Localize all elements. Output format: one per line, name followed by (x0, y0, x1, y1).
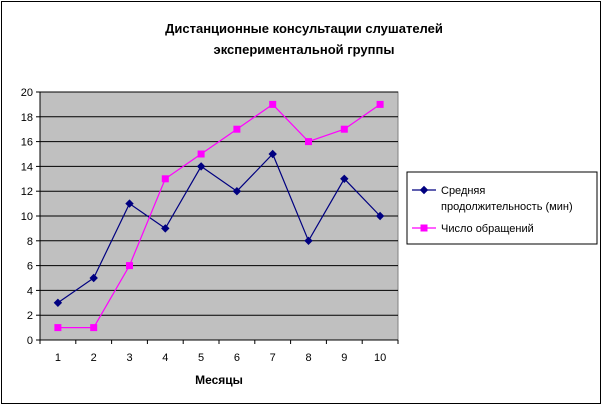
data-point (54, 324, 62, 332)
legend-label: Число обращений (441, 223, 534, 235)
legend-label: Средняя (441, 185, 485, 197)
gridlines (40, 91, 398, 316)
data-point (232, 186, 242, 196)
data-point (196, 162, 206, 171)
legend-marker (420, 224, 428, 232)
data-point (305, 138, 312, 146)
x-tick-label: 1 (55, 352, 61, 364)
axes (36, 91, 399, 344)
y-tick-labels: 0 2 4 6 8 10 12 14 16 18 20 (21, 87, 33, 347)
y-tick-label: 4 (27, 285, 33, 297)
legend-marker (419, 185, 429, 195)
data-point (268, 149, 277, 159)
series (53, 100, 385, 332)
y-tick-label: 20 (21, 87, 33, 99)
x-tick-label: 7 (270, 352, 276, 364)
x-tick-labels: 1 2 3 4 5 6 7 8 9 10 (55, 352, 386, 364)
data-point (126, 262, 133, 270)
legend: Средняя продолжительность (мин) Число обра… (406, 171, 598, 245)
data-point (161, 175, 169, 183)
chart-title-line-1: Дистанционные консультации слушателей (165, 21, 443, 36)
y-tick-label: 6 (27, 261, 33, 273)
data-point (269, 100, 277, 108)
data-point (197, 150, 205, 158)
data-point (340, 174, 349, 184)
data-point (376, 100, 384, 108)
data-point (53, 298, 63, 308)
series-1 (53, 149, 385, 308)
y-tick-label: 8 (27, 236, 33, 248)
legend-label: продолжительность (мин) (441, 201, 573, 213)
y-tick-label: 0 (27, 335, 33, 347)
x-tick-label: 6 (234, 352, 240, 364)
data-point (304, 236, 313, 246)
data-point (340, 125, 348, 133)
data-point (161, 224, 170, 233)
series-line (57, 103, 381, 329)
x-tick-label: 2 (91, 352, 97, 364)
data-point (125, 199, 134, 208)
x-tick-label: 8 (305, 352, 311, 364)
y-tick-label: 10 (21, 211, 33, 223)
y-tick-label: 14 (21, 161, 33, 173)
data-point (375, 211, 385, 221)
y-tick-label: 18 (21, 112, 33, 124)
y-tick-label: 16 (21, 137, 33, 149)
data-point (90, 324, 98, 332)
data-point (233, 125, 241, 133)
x-tick-label: 4 (162, 352, 168, 364)
x-tick-label: 5 (198, 352, 204, 364)
data-point (89, 273, 98, 283)
series-2 (54, 100, 384, 332)
x-axis-label: Месяцы (195, 373, 243, 387)
x-tick-label: 3 (126, 352, 132, 364)
series-line (57, 152, 381, 304)
x-tick-label: 10 (374, 352, 386, 364)
y-tick-label: 2 (27, 310, 33, 322)
chart-title-line-2: экспериментальной группы (214, 42, 395, 57)
x-tick-label: 9 (341, 352, 347, 364)
y-tick-label: 12 (21, 186, 33, 198)
legend-box (406, 171, 598, 245)
